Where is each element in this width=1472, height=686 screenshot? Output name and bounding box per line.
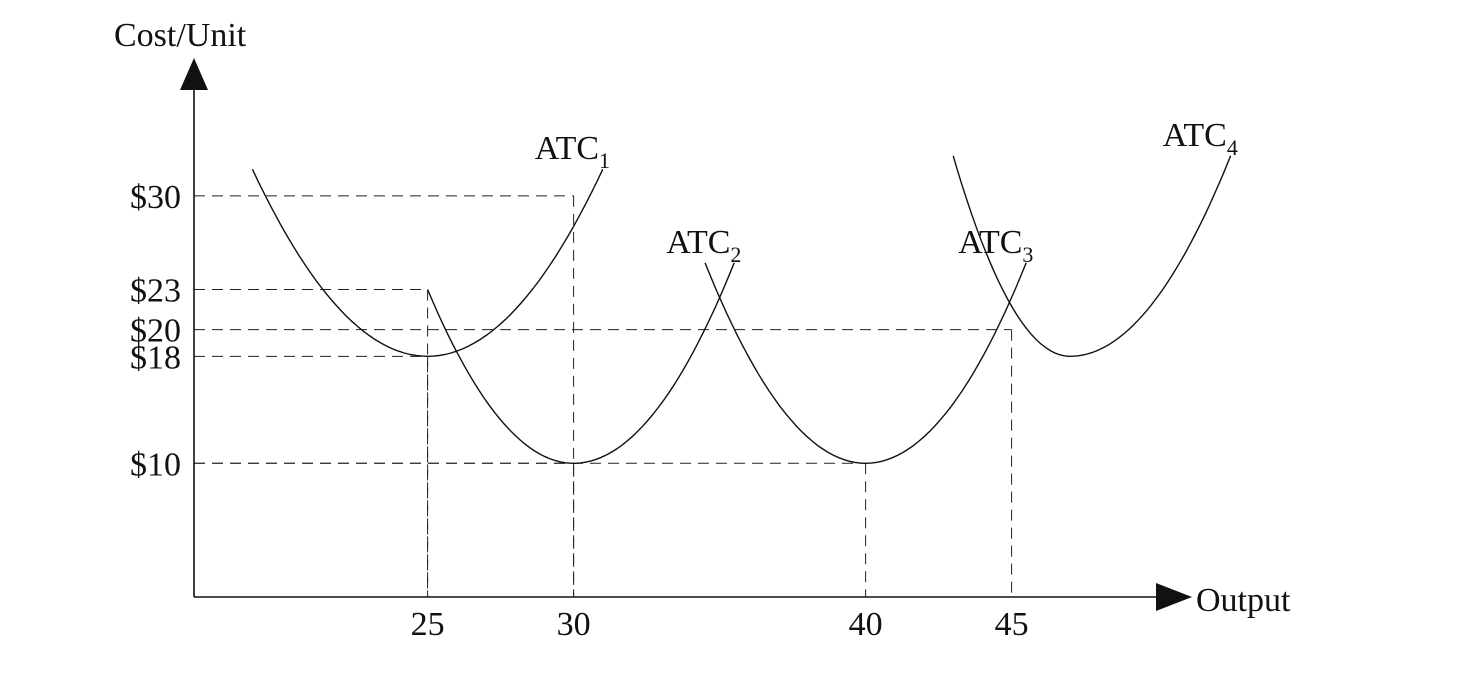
y-tick-label-4: $10 bbox=[130, 446, 181, 483]
x-tick-labels: 25 30 40 45 bbox=[411, 606, 1029, 643]
x-tick-label-0: 25 bbox=[411, 606, 445, 643]
y-axis-label: Cost/Unit bbox=[114, 17, 247, 54]
x-axis-arrow bbox=[1156, 583, 1192, 611]
x-tick-label-1: 30 bbox=[557, 606, 591, 643]
atc1-curve bbox=[251, 168, 604, 358]
x-axis-label: Output bbox=[1196, 582, 1291, 619]
y-tick-labels: $30 $23 $20$18 $10 bbox=[130, 179, 181, 483]
y-tick-label-3: $18 bbox=[130, 339, 181, 376]
atc2-curve bbox=[426, 262, 735, 465]
atc-curves bbox=[251, 155, 1232, 465]
atc4-label: ATC4 bbox=[1163, 117, 1238, 160]
y-axis-arrow bbox=[180, 58, 208, 90]
x-tick-label-3: 45 bbox=[995, 606, 1029, 643]
y-tick-label-1: $23 bbox=[130, 272, 181, 309]
atc2-label: ATC2 bbox=[666, 224, 741, 267]
curve-labels: ATC1 ATC2 ATC3 ATC4 bbox=[535, 117, 1238, 267]
guide-lines bbox=[194, 195, 1013, 597]
y-tick-label-0: $30 bbox=[130, 179, 181, 216]
atc3-curve bbox=[704, 262, 1027, 465]
x-tick-label-2: 40 bbox=[849, 606, 883, 643]
atc3-label: ATC3 bbox=[958, 224, 1033, 267]
atc4-curve bbox=[952, 155, 1232, 358]
y-tick-label-2: $20 bbox=[130, 313, 181, 350]
atc1-label: ATC1 bbox=[535, 130, 610, 173]
